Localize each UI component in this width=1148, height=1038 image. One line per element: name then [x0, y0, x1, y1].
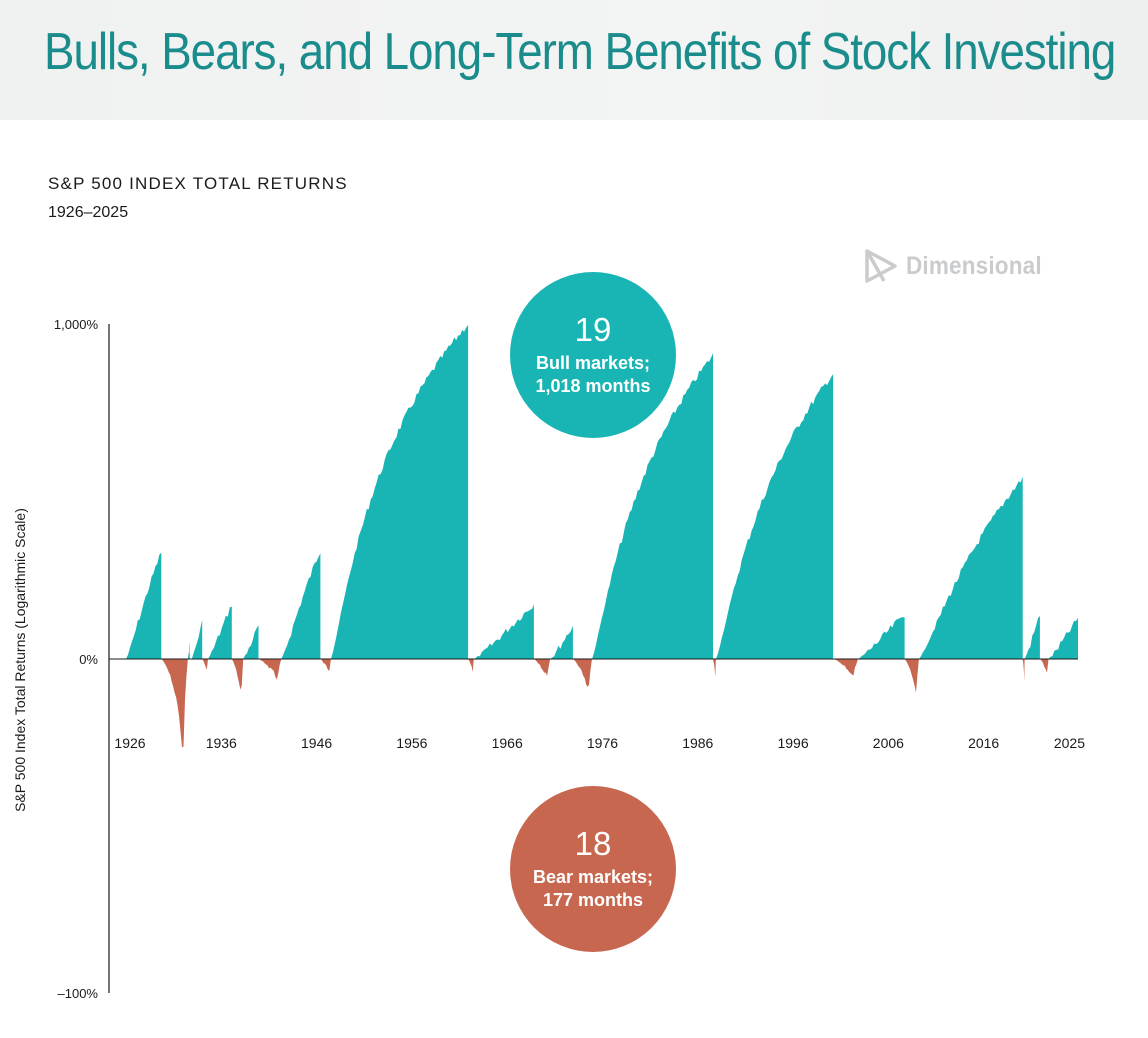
bear-market-area-12 — [1039, 659, 1049, 673]
bull-months: 1,018 months — [535, 376, 651, 396]
dimensional-logo: Dimensional — [864, 248, 1057, 284]
bear-market-area-7 — [572, 659, 592, 687]
y-tick-label-2: –100% — [58, 986, 99, 1001]
bull-market-area-4 — [243, 625, 259, 659]
bull-count: 19 — [574, 311, 612, 348]
x-tick-label-1996: 1996 — [777, 735, 808, 751]
bear-market-area-10 — [904, 659, 919, 693]
x-tick-label-1946: 1946 — [301, 735, 332, 751]
bear-market-area-9 — [833, 659, 858, 676]
bear-market-area-0 — [161, 659, 188, 748]
y-tick-label-0: 1,000% — [54, 317, 99, 332]
bull-label: Bull markets; — [535, 353, 651, 373]
title-banner: Bulls, Bears, and Long-Term Benefits of … — [0, 0, 1148, 120]
x-tick-label-1976: 1976 — [587, 735, 618, 751]
bear-market-area-5 — [468, 659, 474, 672]
bear-market-summary: 18 Bear markets; 177 months — [510, 786, 676, 952]
bull-market-area-5 — [281, 553, 321, 659]
chart-areas — [126, 325, 1078, 748]
x-tick-label-1986: 1986 — [682, 735, 713, 751]
chart-subtitle: S&P 500 INDEX TOTAL RETURNS — [48, 174, 348, 193]
date-range: 1926–2025 — [48, 204, 129, 221]
page-title: Bulls, Bears, and Long-Term Benefits of … — [44, 23, 1116, 81]
x-tick-label-1956: 1956 — [396, 735, 427, 751]
bull-market-area-2 — [191, 620, 203, 659]
bull-market-area-8 — [550, 625, 573, 659]
x-tick-label-2025: 2025 — [1054, 735, 1085, 751]
bull-market-area-1 — [187, 642, 190, 659]
y-tick-label-1: 0% — [79, 652, 98, 667]
x-tick-label-1926: 1926 — [114, 735, 145, 751]
bull-market-area-6 — [330, 325, 469, 659]
bull-market-area-12 — [918, 476, 1023, 659]
x-tick-label-2006: 2006 — [873, 735, 904, 751]
bear-market-area-6 — [533, 659, 551, 676]
bull-market-area-14 — [1048, 617, 1078, 659]
x-tick-labels: 1926 1936 1946 1956 1966 1976 1986 1996 2006 2016… — [114, 735, 1085, 751]
dimensional-logo-icon — [865, 249, 897, 283]
bear-months: 177 months — [542, 890, 644, 910]
bull-market-area-9 — [592, 353, 713, 659]
bear-market-area-8 — [713, 659, 716, 677]
bear-market-area-11 — [1022, 659, 1025, 682]
bear-market-area-2 — [231, 659, 244, 690]
bull-market-area-11 — [857, 617, 905, 659]
x-tick-label-1966: 1966 — [492, 735, 523, 751]
y-axis-label: S&P 500 Index Total Returns (Logarithmic… — [12, 508, 28, 812]
bear-market-area-1 — [202, 659, 208, 670]
bull-market-area-0 — [126, 552, 162, 659]
y-tick-labels: 1,000% 0% –100% — [54, 317, 99, 1001]
x-tick-label-1936: 1936 — [206, 735, 237, 751]
bull-market-area-10 — [715, 374, 834, 659]
bull-market-area-13 — [1024, 616, 1040, 659]
bear-market-area-4 — [320, 659, 331, 671]
bear-market-area-3 — [258, 659, 282, 680]
bear-count: 18 — [574, 825, 612, 862]
bull-market-area-3 — [208, 606, 232, 659]
bull-market-summary: 19 Bull markets; 1,018 months — [510, 272, 676, 438]
x-tick-label-2016: 2016 — [968, 735, 999, 751]
logo-text: Dimensional — [906, 251, 1042, 280]
bull-market-area-7 — [473, 604, 534, 659]
bear-label: Bear markets; — [532, 867, 654, 887]
